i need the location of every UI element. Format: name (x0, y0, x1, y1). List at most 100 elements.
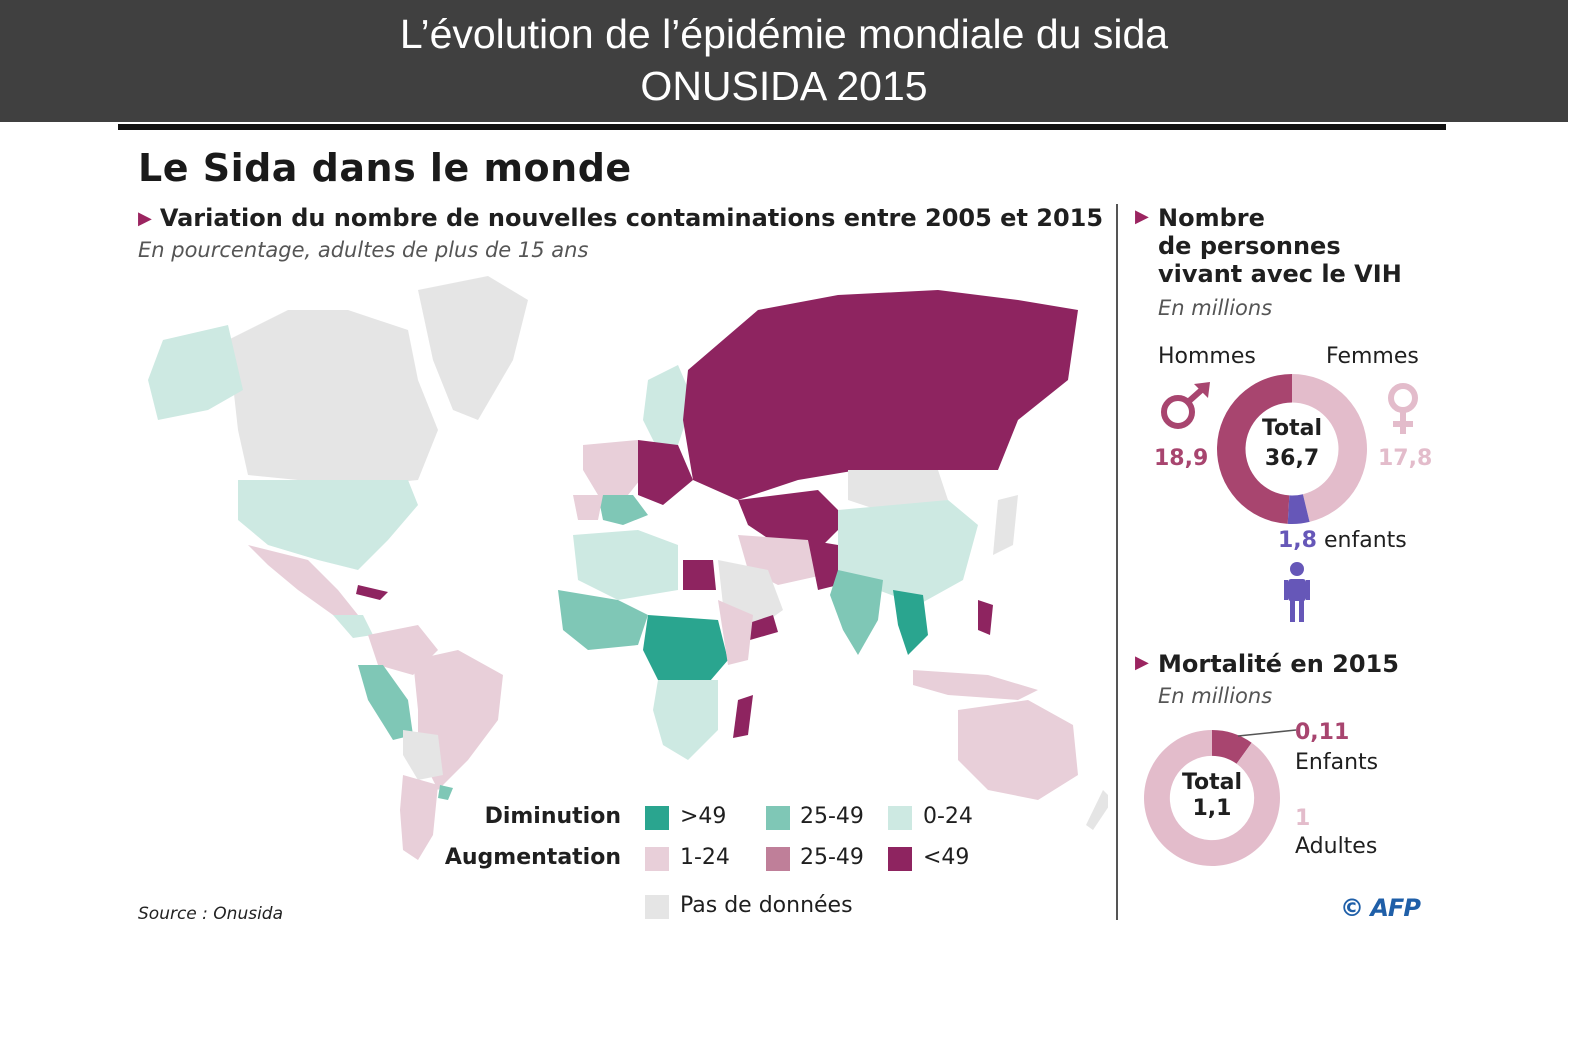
hiv-total-label: Total (1261, 416, 1323, 441)
hiv-title-line: Nombre (1158, 204, 1265, 232)
map-region-ecuador-peru (358, 665, 413, 740)
map-region-philippines (978, 600, 993, 635)
mortality-children-value: 0,11 (1295, 720, 1350, 745)
map-subtitle: ▶ Variation du nombre de nouvelles contam… (138, 204, 1103, 232)
men-label: Hommes (1158, 344, 1256, 369)
map-region-west-africa (558, 590, 648, 650)
map-region-iberia (573, 495, 603, 520)
legend-swatch-no-data (645, 895, 669, 919)
women-label: Femmes (1326, 344, 1419, 369)
map-region-southeast-asia (893, 590, 928, 655)
children-line: 1,8 enfants (1278, 528, 1407, 553)
map-region-pakistan (808, 540, 838, 590)
source-note: Source : Onusida (138, 904, 284, 924)
afp-credit: © AFP (1340, 894, 1421, 922)
map-region-central-europe (598, 495, 648, 525)
legend-value: >49 (680, 804, 727, 829)
legend-swatch-decrease-high (645, 806, 669, 830)
legend-swatch-increase-mid (766, 847, 790, 871)
mortality-donut-chart (1144, 730, 1280, 866)
map-region-southern-africa (653, 680, 718, 760)
female-symbol-icon (1383, 382, 1423, 442)
map-region-central-america (333, 615, 373, 638)
mortality-total-label: Total (1181, 770, 1243, 795)
map-region-bolivia-paraguay (403, 730, 443, 780)
hiv-unit: En millions (1158, 296, 1273, 320)
map-region-new-zealand (1086, 790, 1108, 830)
legend-value: 25-49 (800, 804, 864, 829)
legend-no-data-label: Pas de données (680, 893, 853, 918)
mortality-title: Mortalité en 2015 (1158, 650, 1399, 678)
map-region-argentina-chile (400, 775, 438, 860)
legend-value: 25-49 (800, 845, 864, 870)
male-symbol-icon (1158, 382, 1214, 436)
map-region-scandinavia (643, 365, 693, 450)
children-value: 1,8 (1278, 528, 1317, 553)
hiv-total-value: 36,7 (1264, 446, 1320, 471)
triangle-bullet-icon: ▶ (1135, 652, 1149, 673)
mortality-total: Total 1,1 (1142, 770, 1282, 822)
triangle-bullet-icon: ▶ (138, 208, 152, 229)
map-region-caribbean (356, 585, 388, 600)
children-leader-line (1238, 729, 1297, 737)
legend-swatch-decrease-low (888, 806, 912, 830)
children-label: enfants (1323, 528, 1407, 553)
map-region-north-africa (573, 530, 678, 600)
map-region-central-asia (738, 490, 848, 550)
map-subtitle-text: Variation du nombre de nouvelles contami… (159, 204, 1104, 232)
donut-slice-men (1216, 374, 1292, 524)
hiv-title-line: de personnes (1158, 232, 1341, 260)
map-region-yemen (743, 615, 778, 640)
hiv-title: Nombre de personnes vivant avec le VIH (1158, 204, 1402, 288)
hiv-total: Total 36,7 (1215, 414, 1369, 474)
column-divider (1116, 204, 1118, 920)
map-region-eastern-europe (638, 440, 693, 505)
map-region-alaska (148, 325, 243, 420)
map-region-japan (993, 495, 1018, 555)
banner: L’évolution de l’épidémie mondiale du si… (0, 0, 1568, 122)
legend-value: 1-24 (680, 845, 730, 870)
donut-slice-women (1292, 374, 1367, 522)
map-region-greenland (418, 276, 528, 420)
map-region-india (830, 570, 883, 655)
legend-increase-label: Augmentation (444, 845, 621, 870)
infographic-title: Le Sida dans le monde (138, 146, 632, 190)
banner-subtitle: ONUSIDA 2015 (640, 63, 928, 109)
map-region-usa (238, 480, 418, 570)
hiv-title-line: vivant avec le VIH (1158, 260, 1402, 288)
legend-value: <49 (923, 845, 970, 870)
women-value: 17,8 (1378, 446, 1433, 471)
legend-value: 0-24 (923, 804, 973, 829)
map-region-australia (958, 700, 1078, 800)
mortality-adults-value: 1 (1295, 806, 1311, 831)
legend-swatch-decrease-mid (766, 806, 790, 830)
mortality-total-value: 1,1 (1192, 796, 1232, 821)
hiv-title-bullet: ▶ (1135, 206, 1157, 228)
map-note: En pourcentage, adultes de plus de 15 an… (138, 238, 589, 262)
donut-slice-children (1287, 494, 1310, 524)
map-region-egypt (683, 560, 716, 590)
legend-swatch-increase-low (645, 847, 669, 871)
donut-slice-children (1212, 730, 1252, 764)
legend-decrease-label: Diminution (484, 804, 621, 829)
triangle-bullet-icon: ▶ (1135, 206, 1149, 227)
map-region-canada (228, 310, 438, 485)
map-region-mexico (248, 545, 358, 615)
mortality-bullet: ▶ (1135, 652, 1157, 674)
hiv-donut-chart (1216, 374, 1367, 524)
world-map (148, 276, 1108, 860)
mortality-adults-label: Adultes (1295, 834, 1378, 859)
men-value: 18,9 (1154, 446, 1209, 471)
mortality-unit: En millions (1158, 684, 1273, 708)
map-region-mongolia (848, 470, 948, 510)
infographic-card: Le Sida dans le monde ▶ Variation du nomb… (118, 124, 1446, 936)
banner-title: L’évolution de l’épidémie mondiale du si… (399, 11, 1169, 57)
map-region-russia (683, 290, 1078, 500)
map-region-central-africa (643, 615, 728, 695)
map-region-uruguay (438, 785, 453, 800)
child-figure-icon (1284, 562, 1310, 628)
map-region-east-africa (718, 600, 753, 665)
map-region-indonesia (913, 670, 1038, 700)
map-region-western-europe (583, 440, 648, 495)
legend-swatch-increase-high (888, 847, 912, 871)
